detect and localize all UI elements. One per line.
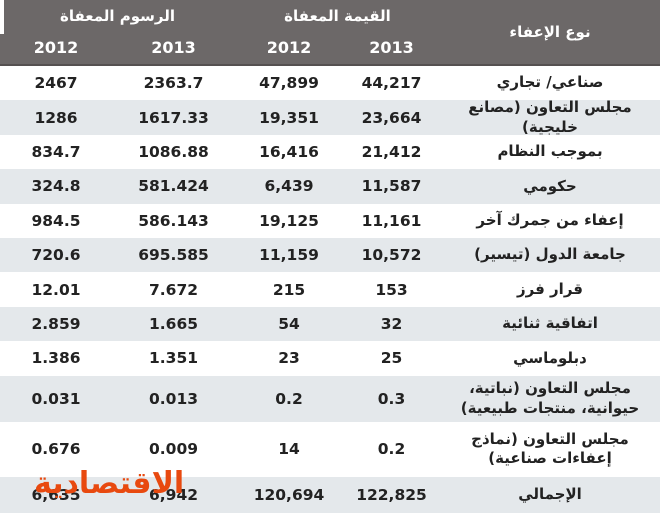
aleqtisadiah-logo: الاقتصادية	[34, 466, 185, 501]
value-2012-cell: 54	[278, 314, 300, 333]
table-row: حكومي 11,587 6,439 581.424 324.8	[0, 169, 660, 204]
value-2012-cell: 47,899	[259, 74, 319, 93]
row-label: مجلس التعاون (نباتية، حيوانية، منتجات طب…	[460, 379, 640, 417]
value-2013-cell: 21,412	[361, 142, 422, 161]
value-2012-cell: 6,439	[264, 177, 314, 196]
value-2012-cell: 16,416	[259, 142, 319, 161]
value-2013-cell: 153	[375, 280, 408, 299]
fees-2012-cell: 0.031	[31, 389, 81, 408]
total-fees-2012-cell: 6,635	[31, 485, 81, 504]
header-exemption-type: نوع الإعفاء	[509, 23, 591, 41]
table-row: مجلس التعاون (مصانع خليجية) 23,664 19,35…	[0, 98, 660, 136]
header-year-value-2012: 2012	[266, 38, 312, 57]
table-row: إعفاء من جمرك آخر 11,161 19,125 586.143 …	[0, 204, 660, 238]
table-row: دبلوماسي 25 23 1.351 1.386	[0, 341, 660, 375]
header-year-value-2013: 2013	[369, 38, 414, 57]
value-2013-cell: 44,217	[361, 74, 422, 93]
row-label: دبلوماسي	[513, 348, 587, 367]
total-row: الإجمالي 122,825 120,694 6,942 6,635	[0, 476, 660, 513]
value-2012-cell: 0.2	[275, 389, 303, 408]
group-label-exempted-fees: الرسوم المعفاة	[59, 6, 176, 25]
header-group-exempted-fees: الرسوم المعفاة 2013 2012	[0, 0, 235, 64]
row-label: قرار فرز	[517, 279, 583, 298]
year-row: 2013 2012	[235, 31, 440, 64]
fees-2013-cell: 581.424	[138, 177, 209, 196]
total-fees-2013-cell: 6,942	[148, 485, 199, 504]
group-label-exempted-value: القيمة المعفاة	[284, 6, 391, 25]
fees-2013-cell: 586.143	[138, 211, 209, 230]
row-label: حكومي	[523, 176, 577, 195]
fees-2012-cell: 834.7	[31, 142, 81, 161]
table-row: مجلس التعاون (نماذج إعفاءات صناعية) 0.2 …	[0, 422, 660, 477]
corner-notch	[0, 0, 4, 34]
row-label: إعفاء من جمرك آخر	[476, 211, 624, 229]
row-label: اتفاقية ثنائية	[502, 314, 598, 333]
year-row: 2013 2012	[0, 31, 235, 64]
row-label: جامعة الدول (تيسير)	[474, 245, 626, 264]
row-label: مجلس التعاون (مصانع خليجية)	[468, 98, 632, 136]
fees-2013-cell: 1617.33	[138, 108, 209, 127]
header-year-fees-2012: 2012	[33, 38, 79, 57]
value-2013-cell: 32	[380, 314, 403, 333]
value-2012-cell: 23	[278, 349, 300, 368]
value-2013-cell: 10,572	[361, 246, 422, 265]
table-row: جامعة الدول (تيسير) 10,572 11,159 695.58…	[0, 237, 660, 273]
header-group-exempted-value: القيمة المعفاة 2013 2012	[235, 0, 440, 64]
value-2013-cell: 0.2	[377, 440, 406, 459]
value-2012-cell: 19,125	[259, 211, 319, 230]
header-year-fees-2013: 2013	[151, 38, 196, 57]
value-2013-cell: 23,664	[361, 108, 422, 127]
table-row: قرار فرز 153 215 7.672 12.01	[0, 272, 660, 306]
fees-2012-cell: 2467	[34, 74, 78, 93]
fees-2012-cell: 324.8	[31, 177, 81, 196]
table-row: بموجب النظام 21,412 16,416 1086.88 834.7	[0, 135, 660, 169]
value-2012-cell: 19,351	[259, 108, 319, 127]
total-label: الإجمالي	[518, 484, 582, 503]
fees-2012-cell: 1.386	[31, 349, 81, 368]
row-label: مجلس التعاون (نماذج إعفاءات صناعية)	[471, 429, 629, 468]
value-2013-cell: 25	[380, 349, 403, 368]
fees-2012-cell: 1286	[34, 108, 78, 127]
fees-2012-cell: 0.676	[31, 440, 81, 459]
row-label: بموجب النظام	[497, 142, 603, 161]
fees-2012-cell: 720.6	[31, 246, 81, 265]
fees-2013-cell: 1.665	[148, 314, 199, 333]
table-row: صناعي/ تجاري 44,217 47,899 2363.7 2467	[0, 66, 660, 100]
value-2012-cell: 14	[278, 440, 300, 459]
table-header: نوع الإعفاء القيمة المعفاة 2013 2012 الر…	[0, 0, 660, 66]
total-value-2012-cell: 120,694	[253, 485, 325, 504]
fees-2013-cell: 0.009	[148, 440, 199, 459]
total-value-2013-cell: 122,825	[356, 485, 427, 504]
row-label: صناعي/ تجاري	[496, 73, 604, 92]
fees-2012-cell: 984.5	[31, 211, 81, 230]
fees-2013-cell: 1.351	[148, 349, 199, 368]
table-row: مجلس التعاون (نباتية، حيوانية، منتجات طب…	[0, 375, 660, 422]
value-2013-cell: 11,161	[361, 211, 422, 230]
value-2013-cell: 0.3	[377, 389, 406, 408]
fees-2013-cell: 695.585	[138, 246, 209, 265]
value-2012-cell: 11,159	[259, 246, 319, 265]
fees-2012-cell: 12.01	[31, 280, 81, 299]
value-2012-cell: 215	[272, 280, 306, 299]
fees-2012-cell: 2.859	[31, 314, 81, 333]
fees-2013-cell: 1086.88	[138, 142, 209, 161]
fees-2013-cell: 0.013	[148, 389, 199, 408]
table-row: اتفاقية ثنائية 32 54 1.665 2.859	[0, 306, 660, 342]
value-2013-cell: 11,587	[361, 177, 422, 196]
fees-2013-cell: 7.672	[148, 280, 199, 299]
fees-2013-cell: 2363.7	[143, 74, 204, 93]
